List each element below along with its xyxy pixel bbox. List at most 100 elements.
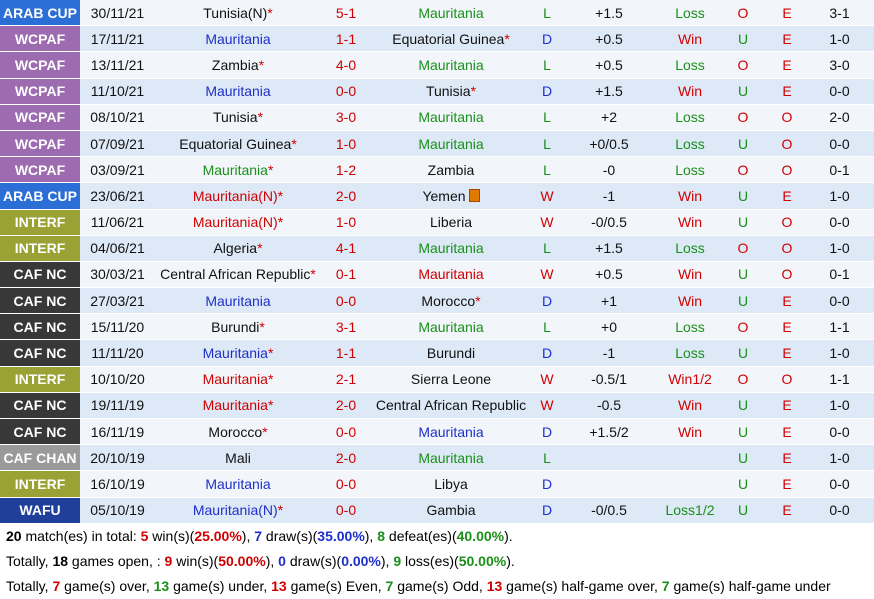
home-team: Mauritania [155, 470, 321, 498]
home-team-name[interactable]: Algeria [213, 240, 258, 257]
league-badge[interactable]: WCPAF [0, 130, 80, 158]
away-team-name[interactable]: Central African Republic [375, 397, 527, 414]
match-score[interactable]: 5-1 [321, 0, 371, 27]
home-team-name[interactable]: Mauritania(N) [192, 502, 278, 519]
away-team-name[interactable]: Mauritania [418, 56, 484, 73]
league-badge[interactable]: INTERF [0, 470, 80, 498]
league-badge[interactable]: INTERF [0, 235, 80, 262]
away-team-name[interactable]: Mauritania [418, 109, 484, 126]
match-score[interactable]: 2-0 [321, 392, 371, 420]
away-team-name[interactable]: Libya [434, 475, 468, 492]
match-score[interactable]: 1-1 [321, 25, 371, 53]
league-badge[interactable]: INTERF [0, 366, 80, 393]
match-score[interactable]: 0-0 [321, 287, 371, 315]
league-badge[interactable]: CAF NC [0, 392, 80, 420]
match-date: 30/11/21 [80, 0, 155, 27]
match-score[interactable]: 0-0 [321, 497, 371, 524]
home-team-name[interactable]: Equatorial Guinea [179, 135, 292, 152]
home-team-name[interactable]: Mauritania(N) [192, 187, 278, 204]
away-team-name[interactable]: Sierra Leone [410, 371, 492, 388]
match-score[interactable]: 1-2 [321, 156, 371, 184]
league-badge[interactable]: WCPAF [0, 25, 80, 53]
half-time-over-under: U [866, 130, 874, 158]
over-under: O [725, 104, 761, 131]
away-team-name[interactable]: Mauritania [418, 449, 484, 466]
league-badge[interactable]: CAF CHAN [0, 444, 80, 472]
wld-result: L [531, 130, 563, 158]
league-badge[interactable]: ARAB CUP [0, 0, 80, 27]
away-team-name[interactable]: Mauritania [418, 135, 484, 152]
match-score[interactable]: 2-0 [321, 182, 371, 210]
handicap-result: Win [655, 392, 725, 420]
league-badge[interactable]: ARAB CUP [0, 182, 80, 210]
away-team-name[interactable]: Mauritania [418, 4, 484, 21]
home-team-name[interactable]: Tunisia(N) [203, 4, 268, 21]
home-team-name[interactable]: Zambia [211, 56, 259, 73]
away-team-name[interactable]: Zambia [427, 161, 475, 178]
odd-even: E [761, 392, 813, 420]
match-score[interactable]: 0-0 [321, 470, 371, 498]
away-team-name[interactable]: Yemen [422, 187, 466, 204]
summary-line-3: Totally, 7 game(s) over, 13 game(s) unde… [6, 574, 868, 599]
home-team-name[interactable]: Mauritania(N) [192, 214, 278, 231]
match-score[interactable]: 1-1 [321, 339, 371, 367]
away-team: Gambia [371, 497, 531, 524]
summary-text: loss(es)( [401, 552, 459, 569]
over-under: O [725, 313, 761, 341]
match-score[interactable]: 1-0 [321, 209, 371, 236]
away-team-name[interactable]: Mauritania [418, 240, 484, 257]
over-under: O [725, 156, 761, 184]
match-score[interactable]: 2-1 [321, 366, 371, 393]
home-team-name[interactable]: Mauritania [202, 161, 268, 178]
match-score[interactable]: 2-0 [321, 444, 371, 472]
home-team-name[interactable]: Mali [225, 449, 251, 466]
over-under: U [725, 209, 761, 236]
half-time-score: 3-0 [813, 51, 866, 79]
home-team-name[interactable]: Mauritania [202, 371, 268, 388]
odd-even: E [761, 51, 813, 79]
match-score[interactable]: 4-0 [321, 51, 371, 79]
away-team-name[interactable]: Mauritania [418, 266, 484, 283]
league-badge[interactable]: CAF NC [0, 313, 80, 341]
table-row: WAFU 05/10/19 Mauritania(N)* 0-0 Gambia D -0/0… [0, 497, 874, 524]
odd-even: O [761, 130, 813, 158]
league-badge[interactable]: CAF NC [0, 418, 80, 446]
league-badge[interactable]: WCPAF [0, 156, 80, 184]
match-score[interactable]: 3-0 [321, 104, 371, 131]
home-team-name[interactable]: Mauritania [202, 345, 268, 362]
match-score[interactable]: 3-1 [321, 313, 371, 341]
away-team-name[interactable]: Equatorial Guinea [392, 30, 505, 47]
total-matches: 20 [6, 527, 22, 544]
home-team-name[interactable]: Tunisia [212, 109, 258, 126]
home-team-name[interactable]: Morocco [208, 423, 263, 440]
away-team-name[interactable]: Gambia [426, 502, 476, 519]
away-team-name[interactable]: Mauritania [418, 423, 484, 440]
home-team-name[interactable]: Mauritania [205, 30, 271, 47]
home-team-name[interactable]: Mauritania [205, 475, 271, 492]
home-team-name[interactable]: Mauritania [205, 292, 271, 309]
away-team-name[interactable]: Morocco [421, 292, 476, 309]
league-badge[interactable]: INTERF [0, 209, 80, 236]
match-score[interactable]: 4-1 [321, 235, 371, 262]
home-team-name[interactable]: Central African Republic [160, 266, 311, 283]
league-badge[interactable]: CAF NC [0, 339, 80, 367]
league-badge[interactable]: CAF NC [0, 261, 80, 289]
home-team-name[interactable]: Mauritania [202, 397, 268, 414]
match-score[interactable]: 0-1 [321, 261, 371, 289]
away-team-name[interactable]: Burundi [426, 345, 476, 362]
away-team-name[interactable]: Liberia [429, 214, 473, 231]
league-badge[interactable]: WCPAF [0, 51, 80, 79]
match-score[interactable]: 0-0 [321, 418, 371, 446]
away-team-name[interactable]: Tunisia [425, 83, 471, 100]
match-score[interactable]: 1-0 [321, 130, 371, 158]
league-badge[interactable]: WCPAF [0, 104, 80, 131]
odd-even: E [761, 182, 813, 210]
league-badge[interactable]: WAFU [0, 497, 80, 524]
home-team-name[interactable]: Burundi [211, 318, 260, 335]
away-team-name[interactable]: Mauritania [418, 318, 484, 335]
match-score[interactable]: 0-0 [321, 78, 371, 105]
league-badge[interactable]: CAF NC [0, 287, 80, 315]
home-team-name[interactable]: Mauritania [205, 83, 271, 100]
table-row: CAF NC 15/11/20 Burundi* 3-1 Mauritania L +0 Lo… [0, 313, 874, 341]
league-badge[interactable]: WCPAF [0, 78, 80, 105]
